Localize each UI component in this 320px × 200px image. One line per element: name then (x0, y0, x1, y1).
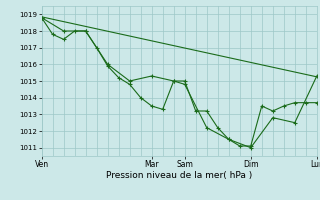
X-axis label: Pression niveau de la mer( hPa ): Pression niveau de la mer( hPa ) (106, 171, 252, 180)
